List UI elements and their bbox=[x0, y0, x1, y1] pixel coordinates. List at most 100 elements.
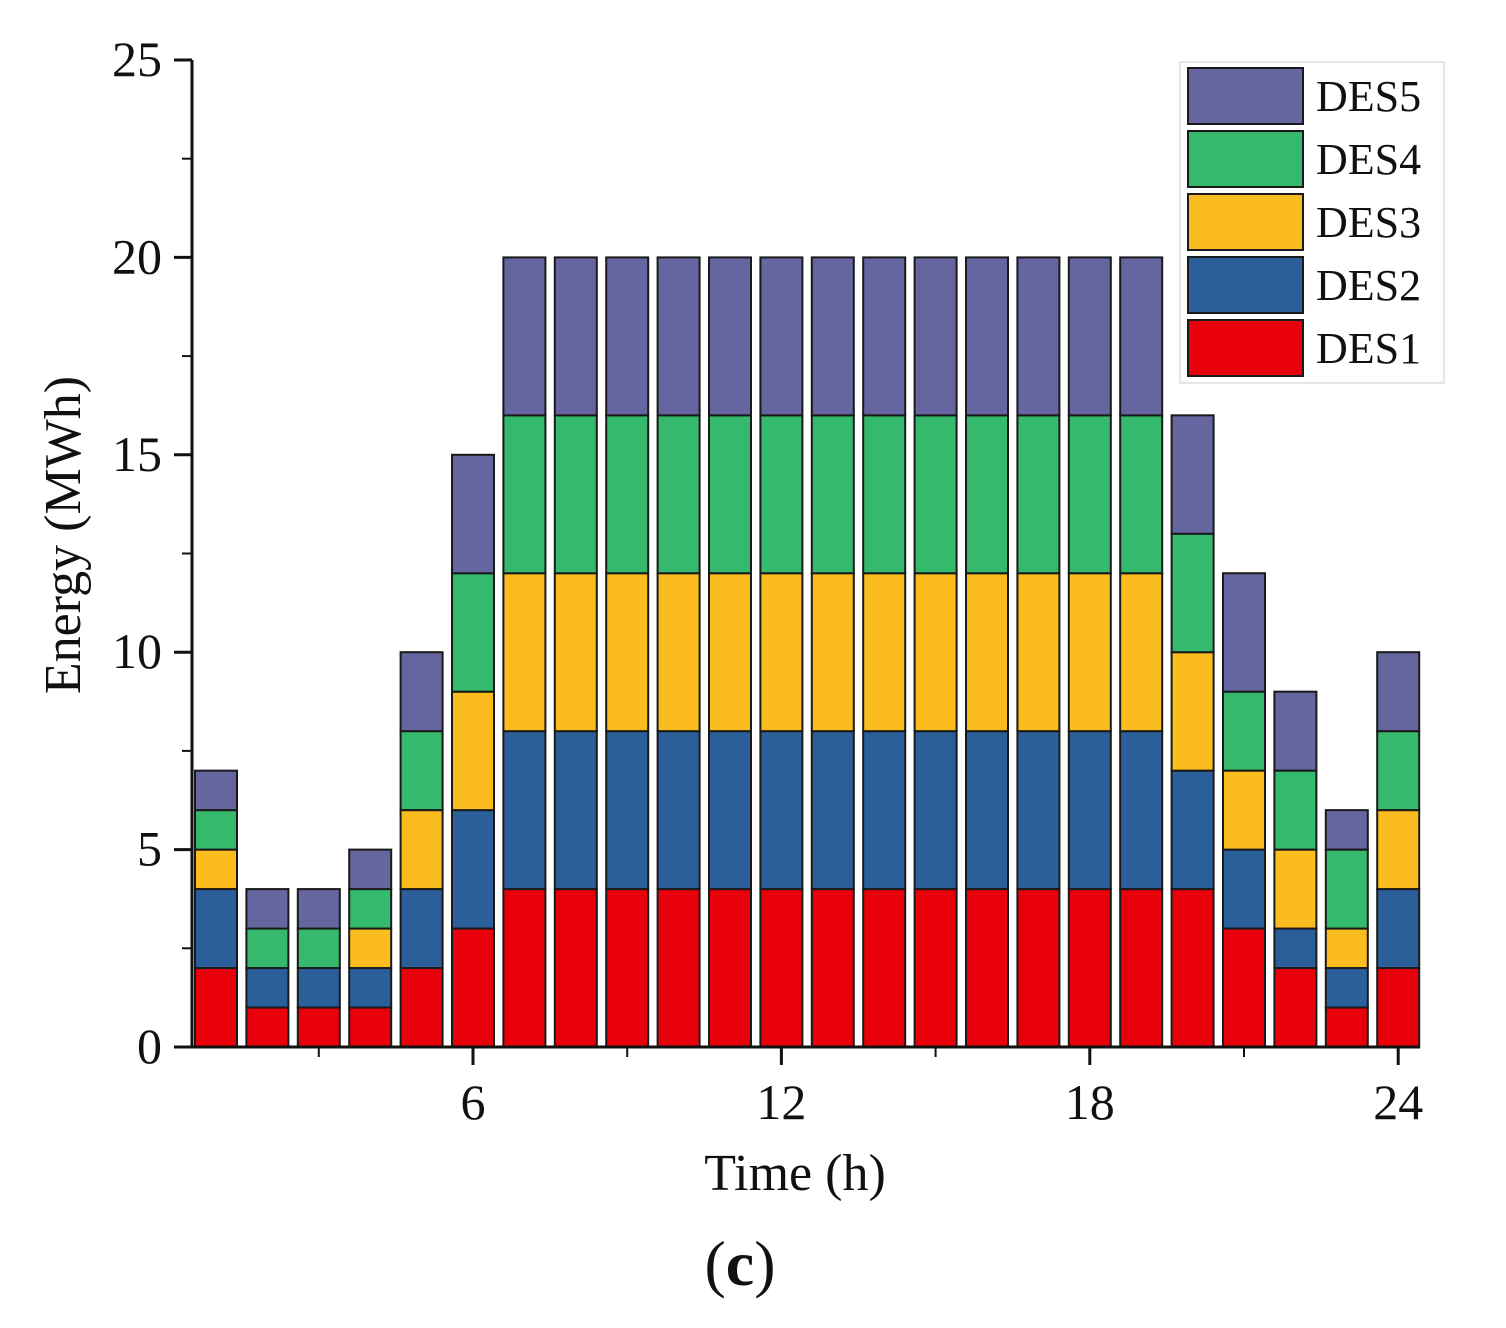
bar-des2-h8 bbox=[553, 730, 598, 891]
bar-des4-h13 bbox=[810, 414, 855, 575]
bar-des5-h21 bbox=[1222, 572, 1266, 693]
bar-des2-h13 bbox=[810, 730, 855, 891]
bar-des4-h5 bbox=[399, 730, 444, 812]
x-tick-label-12: 12 bbox=[756, 1074, 806, 1130]
legend-label-des5: DES5 bbox=[1316, 72, 1421, 121]
bar-des3-h10 bbox=[656, 572, 701, 733]
bar-des2-h7 bbox=[502, 730, 547, 891]
bar-des3-h21 bbox=[1222, 769, 1266, 851]
bar-des2-h16 bbox=[965, 730, 1009, 891]
bar-des1-h20 bbox=[1170, 888, 1215, 1049]
bar-des2-h12 bbox=[759, 730, 804, 891]
bar-des2-h6 bbox=[451, 809, 495, 930]
bars-layer bbox=[194, 256, 1421, 1049]
bar-des1-h18 bbox=[1067, 888, 1112, 1049]
bar-des2-h18 bbox=[1067, 730, 1112, 891]
bar-des4-h12 bbox=[759, 414, 804, 575]
bar-des5-h11 bbox=[708, 256, 752, 417]
bar-des5-h22 bbox=[1273, 690, 1318, 772]
legend: DES5 DES4 DES3 DES2 DES1 bbox=[1179, 61, 1445, 384]
bar-des2-h22 bbox=[1273, 927, 1318, 970]
bar-des2-h24 bbox=[1376, 888, 1421, 970]
bar-des3-h13 bbox=[810, 572, 855, 733]
bar-des2-h11 bbox=[708, 730, 752, 891]
y-tick-label-0: 0 bbox=[137, 1018, 162, 1074]
bar-des1-h24 bbox=[1376, 967, 1421, 1048]
bar-des4-h10 bbox=[656, 414, 701, 575]
panel-label-letter: c bbox=[726, 1228, 754, 1299]
bar-des5-h23 bbox=[1324, 809, 1369, 851]
bar-des4-h16 bbox=[965, 414, 1009, 575]
bar-des4-h11 bbox=[708, 414, 752, 575]
bar-des1-h5 bbox=[399, 967, 444, 1048]
bar-des3-h22 bbox=[1273, 848, 1318, 930]
bar-des3-h9 bbox=[605, 572, 650, 733]
bar-des5-h14 bbox=[862, 256, 907, 417]
bar-des5-h15 bbox=[913, 256, 958, 417]
panel-label: (c) bbox=[704, 1228, 775, 1299]
bar-des4-h3 bbox=[296, 927, 341, 970]
bar-des5-h9 bbox=[605, 256, 650, 417]
bar-des1-h3 bbox=[296, 1006, 341, 1049]
bar-des1-h13 bbox=[810, 888, 855, 1049]
bar-des5-h1 bbox=[194, 769, 238, 812]
bar-des1-h19 bbox=[1119, 888, 1164, 1049]
bar-des5-h24 bbox=[1376, 651, 1421, 733]
legend-label-des3: DES3 bbox=[1316, 198, 1421, 247]
bar-des3-h6 bbox=[451, 690, 495, 812]
bar-des1-h10 bbox=[656, 888, 701, 1049]
bar-des5-h19 bbox=[1119, 256, 1164, 417]
bar-des2-h2 bbox=[245, 967, 290, 1009]
bar-des1-h2 bbox=[245, 1006, 290, 1049]
bar-des3-h20 bbox=[1170, 651, 1215, 772]
bar-des5-h4 bbox=[348, 848, 393, 891]
bar-des1-h15 bbox=[913, 888, 958, 1049]
bar-des2-h9 bbox=[605, 730, 650, 891]
bar-des5-h10 bbox=[656, 256, 701, 417]
bar-des4-h21 bbox=[1222, 690, 1266, 772]
bar-des5-h7 bbox=[502, 256, 547, 417]
bar-des5-h12 bbox=[759, 256, 804, 417]
bar-des1-h17 bbox=[1016, 888, 1061, 1049]
bar-des1-h21 bbox=[1222, 927, 1266, 1048]
legend-label-des2: DES2 bbox=[1316, 261, 1421, 310]
legend-swatch-des5 bbox=[1187, 67, 1304, 125]
x-tick-label-18: 18 bbox=[1065, 1074, 1115, 1130]
bar-des3-h5 bbox=[399, 809, 444, 891]
bar-des2-h15 bbox=[913, 730, 958, 891]
legend-swatch-des3 bbox=[1187, 193, 1304, 251]
bar-des4-h20 bbox=[1170, 532, 1215, 654]
bar-des4-h14 bbox=[862, 414, 907, 575]
bar-des1-h8 bbox=[553, 888, 598, 1049]
bar-des3-h11 bbox=[708, 572, 752, 733]
axes-layer: 0 5 10 15 20 25 6 12 18 24 bbox=[112, 31, 1423, 1130]
legend-swatch-des2 bbox=[1187, 256, 1304, 314]
bar-des5-h17 bbox=[1016, 256, 1061, 417]
bar-des3-h15 bbox=[913, 572, 958, 733]
bar-des3-h4 bbox=[348, 927, 393, 970]
x-tick-label-6: 6 bbox=[461, 1074, 486, 1130]
x-axis-title: Time (h) bbox=[704, 1145, 886, 1202]
y-axis-title: Energy (MWh) bbox=[35, 376, 92, 694]
bar-des1-h14 bbox=[862, 888, 907, 1049]
bar-des5-h13 bbox=[810, 256, 855, 417]
bar-des2-h17 bbox=[1016, 730, 1061, 891]
bar-des4-h9 bbox=[605, 414, 650, 575]
bar-des3-h7 bbox=[502, 572, 547, 733]
bar-des1-h11 bbox=[708, 888, 752, 1049]
legend-label-des1: DES1 bbox=[1316, 324, 1421, 373]
bar-des3-h12 bbox=[759, 572, 804, 733]
bar-des3-h23 bbox=[1324, 927, 1369, 970]
legend-label-des4: DES4 bbox=[1316, 135, 1421, 184]
legend-swatch-des1 bbox=[1187, 319, 1304, 377]
bar-des4-h2 bbox=[245, 927, 290, 970]
bar-des4-h22 bbox=[1273, 769, 1318, 851]
bar-des2-h21 bbox=[1222, 848, 1266, 930]
bar-des5-h5 bbox=[399, 651, 444, 733]
bar-des2-h1 bbox=[194, 888, 238, 970]
bar-des1-h22 bbox=[1273, 967, 1318, 1048]
bar-des4-h15 bbox=[913, 414, 958, 575]
bar-des4-h23 bbox=[1324, 848, 1369, 930]
bar-des4-h7 bbox=[502, 414, 547, 575]
